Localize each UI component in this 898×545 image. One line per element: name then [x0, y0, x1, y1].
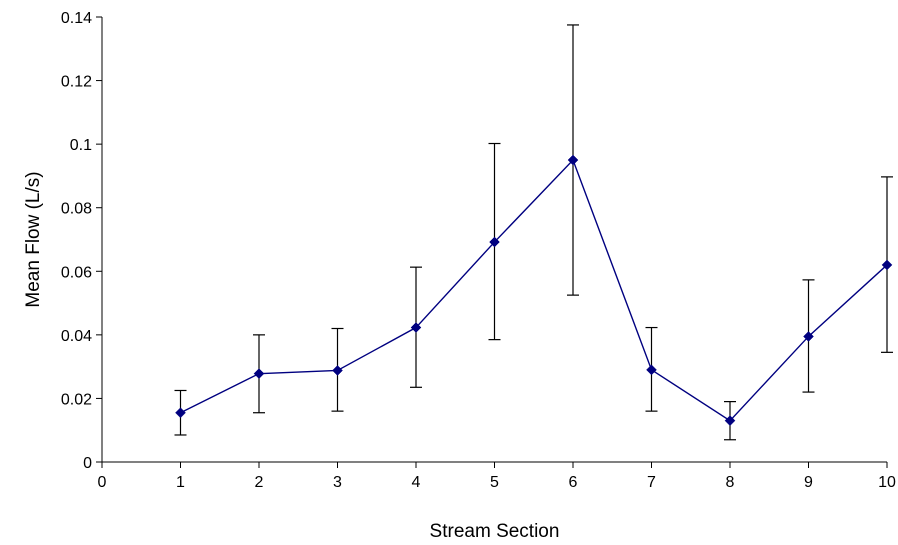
series-line: [180, 158, 888, 422]
data-point: [567, 154, 579, 166]
x-tick-label: 5: [490, 474, 499, 491]
markers: [175, 154, 893, 427]
x-tick-label: 7: [647, 474, 656, 491]
data-point: [489, 236, 500, 248]
x-tick-label: 9: [804, 474, 813, 491]
y-tick-label: 0.04: [61, 328, 92, 345]
y-axis-title: Mean Flow (L/s): [23, 171, 44, 307]
y-tick-label: 0.02: [61, 391, 92, 408]
x-ticks: 0 1 2 3 4 5 6 7 8 9 10: [98, 462, 896, 491]
data-point: [881, 259, 893, 271]
data-point: [175, 407, 186, 419]
x-tick-label: 10: [878, 474, 896, 491]
series: [180, 158, 888, 422]
x-tick-label: 2: [255, 474, 264, 491]
x-axis-title: Stream Section: [430, 521, 560, 542]
y-tick-label: 0.12: [61, 74, 92, 91]
data-point: [646, 364, 657, 376]
data-point: [724, 415, 736, 427]
y-tick-label: 0.14: [61, 10, 92, 27]
data-point: [253, 368, 265, 379]
data-point: [410, 322, 422, 333]
x-tick-label: 4: [412, 474, 421, 491]
x-tick-label: 3: [333, 474, 342, 491]
y-tick-label: 0.06: [61, 264, 92, 281]
data-point: [803, 331, 814, 342]
data-point: [332, 365, 343, 376]
x-tick-label: 1: [176, 474, 185, 491]
error-bars: [174, 24, 893, 441]
y-tick-label: 0.1: [70, 137, 92, 154]
x-tick-label: 6: [569, 474, 578, 491]
x-tick-label: 0: [98, 474, 107, 491]
y-tick-label: 0.08: [61, 201, 92, 218]
y-tick-label: 0: [83, 455, 92, 472]
x-tick-label: 8: [726, 474, 735, 491]
y-ticks: 0 0.02 0.04 0.06 0.08 0.1 0.12 0.14: [61, 10, 102, 472]
